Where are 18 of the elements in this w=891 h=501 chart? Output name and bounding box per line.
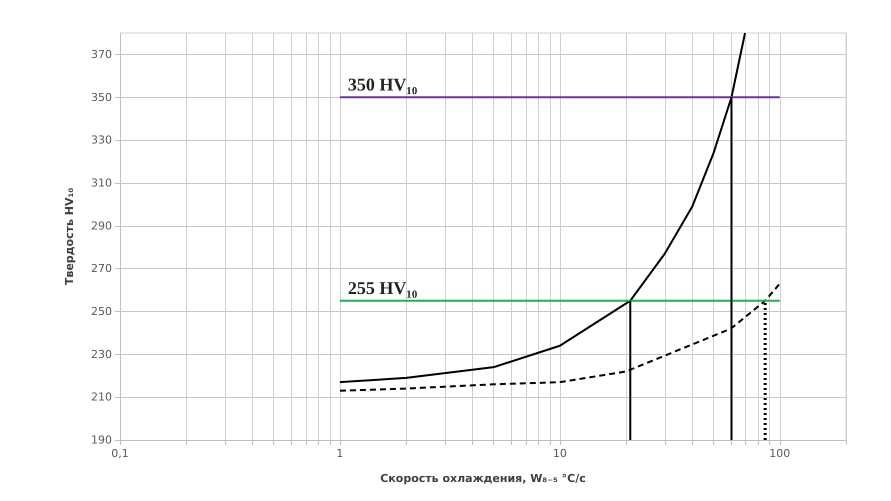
x-tick-label: 0,1: [111, 447, 129, 460]
y-tick-label: 230: [91, 348, 112, 361]
y-tick-label: 350: [91, 90, 112, 104]
y-tick-label: 190: [91, 434, 112, 446]
series-label: 350 HV₁₀: [348, 74, 418, 94]
y-tick-label: 310: [91, 176, 112, 190]
series-label: 255 HV₁₀: [348, 278, 418, 298]
y-tick-label: 250: [91, 304, 112, 318]
y-tick-label: 330: [91, 134, 112, 147]
y-tick-label: 370: [91, 48, 112, 61]
x-tick-label: 100: [769, 447, 790, 460]
x-tick-label: 10: [552, 447, 567, 460]
y-tick-label: 210: [91, 390, 112, 404]
x-tick-label: 1: [336, 447, 344, 460]
y-axis-title: Твердость HV₁₀: [63, 188, 76, 286]
x-axis-title: Скорость охлаждения, W₈₋₅ °C/с: [380, 472, 586, 485]
y-tick-label: 270: [91, 262, 112, 276]
y-tick-label: 290: [91, 219, 112, 232]
